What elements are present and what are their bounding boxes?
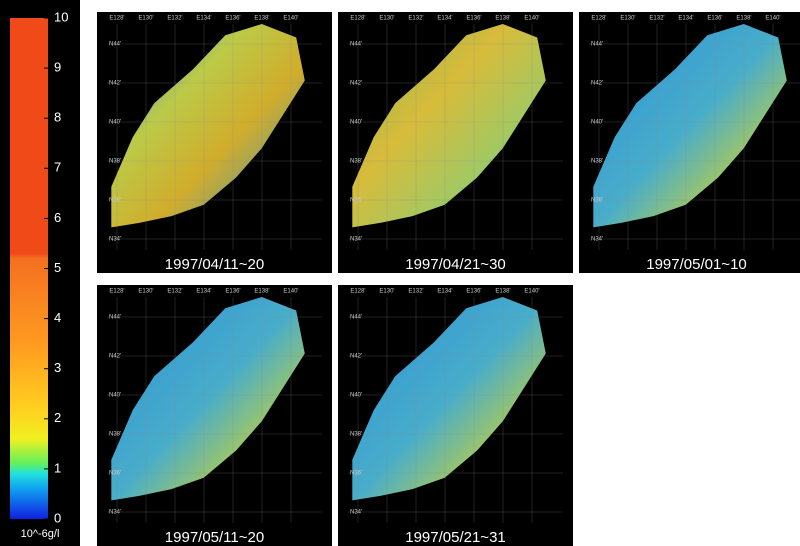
latitude-label: N34' [109,237,121,243]
colorbar-tick-label: 0 [54,510,61,525]
colorbar-unit: 10^-6g/l [21,528,60,540]
latitude-label: N42' [591,81,603,87]
longitude-label: E138' [736,16,751,22]
longitude-label: E128' [109,16,124,22]
map-panel: E128' E130' E132' E134' E136' E138' E140' N44' N… [579,12,800,273]
longitude-label: E136' [707,16,722,22]
longitude-label: E130' [379,16,394,22]
latitude-label: N42' [109,354,121,360]
figure: 10^-6g/l 0 1 2 3 4 5 6 7 8 9 10 E128' E130' E132' E134… [0,0,800,546]
latitude-label: N38' [591,159,603,165]
panel-caption: 1997/04/11~20 [165,256,264,273]
longitude-label: E132' [408,16,423,22]
latitude-label: N40' [109,393,121,399]
longitude-label: E128' [350,16,365,22]
longitude-label: E132' [167,289,182,295]
colorbar-tick-label: 8 [54,110,61,125]
latitude-label: N34' [350,237,362,243]
latitude-label: N38' [350,432,362,438]
longitude-label: E132' [649,16,664,22]
colorbar-tick-label: 2 [54,410,61,425]
latitude-label: N40' [591,120,603,126]
longitude-label: E128' [591,16,606,22]
map-panel: E128' E130' E132' E134' E136' E138' E140' N44' N… [97,285,332,546]
colorbar-tick-label: 5 [54,260,61,275]
latitude-label: N40' [350,120,362,126]
colorbar [10,18,48,519]
longitude-label: E136' [466,289,481,295]
longitude-label: E140' [765,16,780,22]
latitude-label: N36' [350,198,362,204]
colorbar-tick-label: 10 [54,9,68,24]
panel-caption: 1997/05/11~20 [165,529,264,546]
longitude-label: E138' [495,289,510,295]
latitude-label: N38' [109,159,121,165]
longitude-label: E134' [196,16,211,22]
panel-caption: 1997/05/21~31 [405,529,506,546]
longitude-label: E130' [138,289,153,295]
longitude-label: E138' [254,289,269,295]
longitude-label: E134' [196,289,211,295]
latitude-label: N38' [109,432,121,438]
panel-caption: 1997/04/21~30 [405,256,506,273]
panel-caption: 1997/05/01~10 [646,256,747,273]
map-panel: E128' E130' E132' E134' E136' E138' E140' N44' N… [97,12,332,273]
longitude-label: E132' [167,16,182,22]
longitude-label: E134' [437,16,452,22]
latitude-label: N40' [350,393,362,399]
longitude-label: E134' [678,16,693,22]
longitude-label: E130' [620,16,635,22]
longitude-label: E136' [225,289,240,295]
latitude-label: N40' [109,120,121,126]
longitude-label: E140' [524,289,539,295]
latitude-label: N44' [350,315,362,321]
longitude-label: E132' [408,289,423,295]
latitude-label: N44' [591,42,603,48]
colorbar-tick-label: 1 [54,460,61,475]
longitude-label: E138' [254,16,269,22]
latitude-label: N34' [350,510,362,516]
longitude-label: E130' [138,16,153,22]
latitude-label: N34' [109,510,121,516]
latitude-label: N36' [109,471,121,477]
colorbar-tick-label: 7 [54,160,61,175]
latitude-label: N44' [350,42,362,48]
latitude-label: N36' [591,198,603,204]
map-panel: E128' E130' E132' E134' E136' E138' E140' N44' N… [338,285,573,546]
colorbar-tick-label: 9 [54,60,61,75]
colorbar-tick-label: 3 [54,360,61,375]
latitude-label: N42' [350,81,362,87]
latitude-label: N38' [350,159,362,165]
colorbar-tick-label: 4 [54,310,61,325]
longitude-label: E134' [437,289,452,295]
latitude-label: N42' [350,354,362,360]
longitude-label: E140' [524,16,539,22]
latitude-label: N36' [109,198,121,204]
latitude-label: N44' [109,42,121,48]
longitude-label: E128' [109,289,124,295]
latitude-label: N34' [591,237,603,243]
longitude-label: E136' [225,16,240,22]
latitude-label: N42' [109,81,121,87]
latitude-label: N44' [109,315,121,321]
longitude-label: E128' [350,289,365,295]
longitude-label: E140' [283,16,298,22]
colorbar-tick-label: 6 [54,210,61,225]
longitude-label: E140' [283,289,298,295]
latitude-label: N36' [350,471,362,477]
map-panel: E128' E130' E132' E134' E136' E138' E140' N44' N… [338,12,573,273]
longitude-label: E130' [379,289,394,295]
longitude-label: E136' [466,16,481,22]
longitude-label: E138' [495,16,510,22]
